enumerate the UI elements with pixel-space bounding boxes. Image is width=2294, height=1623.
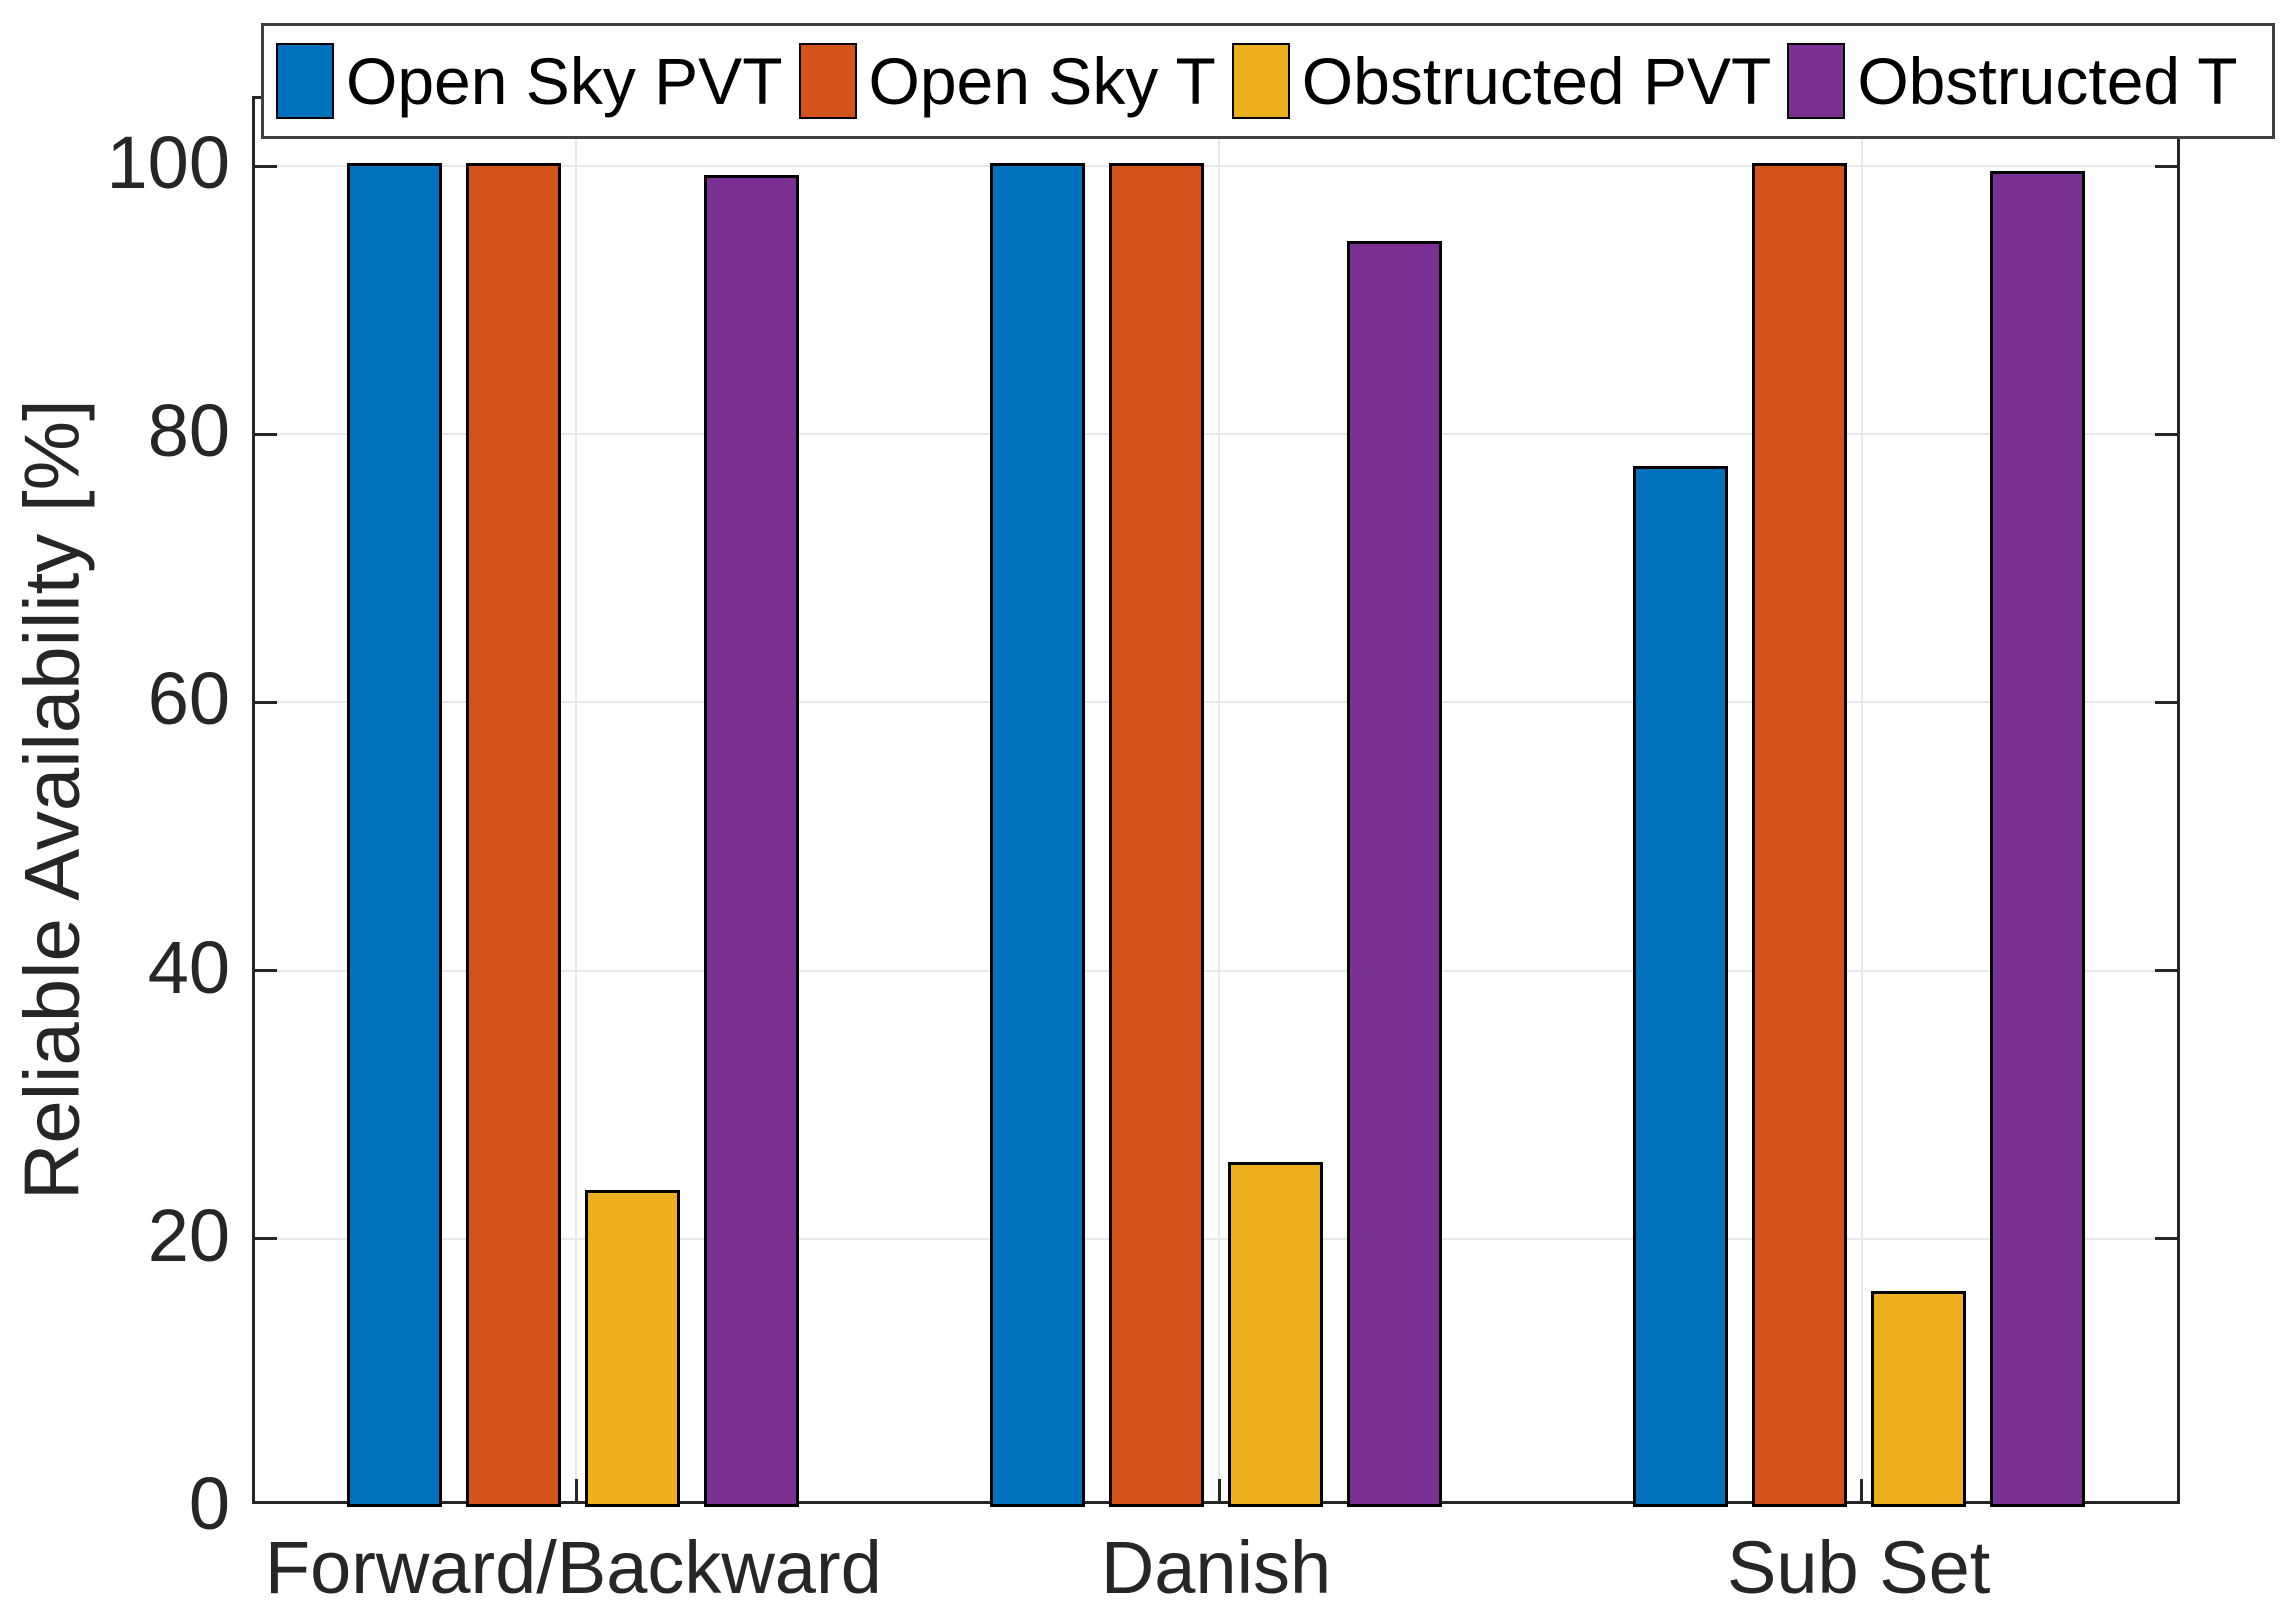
y-tick-label: 40 [147, 925, 230, 1009]
legend-label: Obstructed PVT [1301, 44, 1772, 118]
y-gridline [255, 969, 2177, 972]
bar-obstructed-pvt [1228, 1162, 1323, 1507]
bar-open-sky-pvt [1632, 466, 1728, 1507]
plot-area [252, 96, 2180, 1507]
legend-label: Open Sky T [868, 44, 1216, 118]
y-gridline [255, 165, 2177, 168]
x-tick-label: Sub Set [1727, 1526, 1991, 1609]
legend-item: Obstructed PVT [1231, 43, 1772, 119]
legend-item: Obstructed T [1787, 43, 2238, 119]
y-axis-label: Reliable Availability [%] [7, 399, 96, 1201]
legend-swatch-obstructed-t [1787, 43, 1846, 119]
legend-swatch-obstructed-pvt [1231, 43, 1290, 119]
y-tick-mark [255, 1237, 277, 1241]
y-tick-mark [2155, 969, 2177, 973]
y-tick-label: 0 [188, 1462, 230, 1545]
legend-label: Obstructed T [1857, 44, 2238, 118]
x-tick-mark [574, 1479, 578, 1501]
bar-obstructed-t [1347, 240, 1442, 1507]
bar-open-sky-pvt [990, 163, 1085, 1507]
y-tick-mark [255, 969, 277, 973]
y-gridline [255, 433, 2177, 436]
bar-open-sky-t [1751, 163, 1847, 1507]
y-tick-mark [2155, 1237, 2177, 1241]
y-tick-mark [255, 700, 277, 704]
y-tick-label: 60 [147, 657, 230, 741]
legend-swatch-open-sky-pvt [276, 43, 334, 119]
legend-swatch-open-sky-t [798, 43, 857, 119]
y-gridline [255, 1237, 2177, 1240]
y-tick-mark [2155, 164, 2177, 168]
x-tick-label: Danish [1100, 1526, 1332, 1609]
bar-open-sky-t [466, 163, 562, 1507]
x-tick-mark [1860, 1479, 1864, 1501]
y-tick-label: 20 [147, 1193, 230, 1277]
y-gridline [255, 701, 2177, 704]
y-tick-mark [2155, 432, 2177, 436]
bar-obstructed-t [1989, 171, 2085, 1507]
bar-obstructed-pvt [585, 1190, 681, 1507]
bar-obstructed-t [704, 175, 800, 1507]
x-gridline [1860, 99, 1863, 1501]
y-tick-label: 100 [106, 121, 230, 205]
legend: Open Sky PVT Open Sky T Obstructed PVT Obst… [261, 23, 2275, 139]
legend-item: Open Sky T [798, 43, 1216, 119]
y-tick-mark [2155, 700, 2177, 704]
y-tick-mark [255, 164, 277, 168]
legend-item: Open Sky PVT [276, 43, 783, 119]
y-tick-mark [255, 432, 277, 436]
legend-label: Open Sky PVT [346, 44, 783, 118]
bar-open-sky-pvt [347, 163, 443, 1507]
x-gridline [1218, 99, 1220, 1501]
x-gridline [575, 99, 578, 1501]
bar-obstructed-pvt [1870, 1290, 1966, 1507]
x-tick-label: Forward/Backward [264, 1526, 882, 1609]
bar-open-sky-t [1109, 163, 1204, 1507]
x-tick-mark [1217, 1479, 1221, 1501]
y-tick-label: 80 [147, 389, 230, 473]
